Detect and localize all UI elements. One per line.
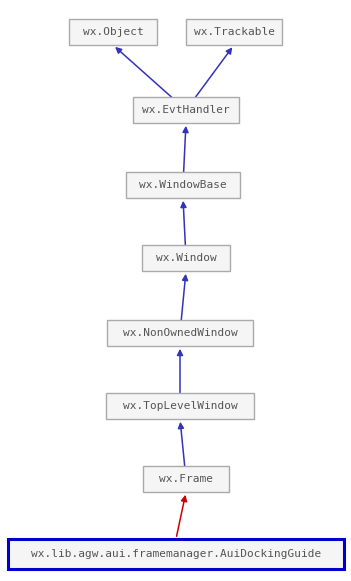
FancyBboxPatch shape: [106, 393, 254, 419]
Text: wx.NonOwnedWindow: wx.NonOwnedWindow: [122, 328, 237, 338]
FancyBboxPatch shape: [107, 320, 253, 346]
FancyBboxPatch shape: [126, 172, 240, 198]
FancyBboxPatch shape: [186, 19, 282, 45]
FancyBboxPatch shape: [143, 466, 229, 492]
Text: wx.WindowBase: wx.WindowBase: [139, 180, 227, 190]
Text: wx.Trackable: wx.Trackable: [193, 27, 274, 37]
Text: wx.lib.agw.aui.framemanager.AuiDockingGuide: wx.lib.agw.aui.framemanager.AuiDockingGu…: [31, 549, 321, 559]
Text: wx.Object: wx.Object: [82, 27, 143, 37]
Text: wx.Frame: wx.Frame: [159, 474, 213, 484]
Text: wx.TopLevelWindow: wx.TopLevelWindow: [122, 401, 237, 411]
FancyBboxPatch shape: [133, 97, 239, 123]
FancyBboxPatch shape: [8, 539, 344, 569]
Text: wx.EvtHandler: wx.EvtHandler: [142, 105, 230, 115]
FancyBboxPatch shape: [142, 245, 230, 271]
Text: wx.Window: wx.Window: [155, 253, 216, 263]
FancyBboxPatch shape: [69, 19, 157, 45]
